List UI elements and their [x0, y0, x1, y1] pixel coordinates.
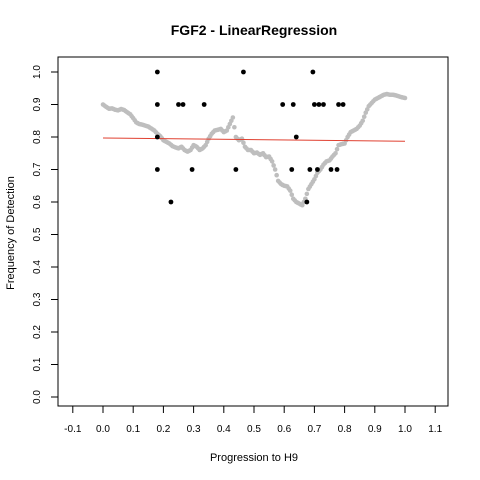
observation-point — [155, 70, 160, 75]
trace-point — [362, 114, 367, 119]
observation-point — [329, 167, 334, 172]
y-tick-label: 0.4 — [32, 260, 43, 274]
observation-point — [280, 102, 285, 107]
observation-point — [317, 102, 322, 107]
trace-point — [231, 115, 236, 120]
observation-point — [307, 167, 312, 172]
x-tick-label: 0.6 — [277, 424, 291, 435]
trace-point — [270, 159, 275, 164]
observation-point — [291, 102, 296, 107]
observation-point — [312, 102, 317, 107]
x-tick-label: 0.2 — [156, 424, 170, 435]
observation-point — [304, 200, 309, 205]
observation-point — [155, 135, 160, 140]
trace-point — [403, 96, 408, 101]
y-tick-label: 0.9 — [32, 97, 43, 111]
y-tick-label: 0.5 — [32, 227, 43, 241]
chart-title: FGF2 - LinearRegression — [171, 22, 337, 38]
y-tick-label: 0.8 — [32, 130, 43, 144]
x-tick-label: 0.7 — [307, 424, 321, 435]
x-tick-label: 0.1 — [126, 424, 140, 435]
y-tick-label: 0.6 — [32, 195, 43, 209]
observation-point — [155, 102, 160, 107]
trace-point — [240, 136, 245, 141]
observation-point — [310, 70, 315, 75]
trace-point — [274, 173, 279, 178]
observation-point — [294, 135, 299, 140]
trace-point — [305, 192, 310, 197]
trace-point — [273, 167, 278, 172]
observation-point — [341, 102, 346, 107]
trace-point — [335, 147, 340, 152]
observation-point — [289, 167, 294, 172]
x-axis-label: Progression to H9 — [210, 452, 298, 464]
x-tick-label: 0.4 — [217, 424, 231, 435]
observation-point — [233, 167, 238, 172]
observation-point — [155, 167, 160, 172]
trace-point — [232, 125, 237, 130]
observation-point — [336, 102, 341, 107]
trace-point — [289, 192, 294, 197]
observation-point — [241, 70, 246, 75]
x-tick-label: 1.0 — [398, 424, 412, 435]
observation-point — [315, 167, 320, 172]
x-tick-label: 0.8 — [338, 424, 352, 435]
x-tick-label: -0.1 — [64, 424, 82, 435]
y-tick-label: 0.1 — [32, 357, 43, 371]
observation-point — [169, 200, 174, 205]
trace-point — [360, 118, 365, 123]
y-axis-label: Frequency of Detection — [5, 176, 17, 290]
x-tick-label: 1.1 — [428, 424, 442, 435]
observation-point — [190, 167, 195, 172]
x-tick-label: 0.0 — [96, 424, 110, 435]
trace-point — [333, 151, 338, 156]
y-tick-label: 0.7 — [32, 162, 43, 176]
y-tick-label: 1.0 — [32, 65, 43, 79]
x-tick-label: 0.9 — [368, 424, 382, 435]
x-tick-label: 0.5 — [247, 424, 261, 435]
observation-point — [176, 102, 181, 107]
observation-point — [202, 102, 207, 107]
y-tick-label: 0.2 — [32, 325, 43, 339]
observation-point — [321, 102, 326, 107]
trace-point — [241, 140, 246, 145]
observation-point — [335, 167, 340, 172]
trace-point — [271, 163, 276, 168]
x-tick-label: 0.3 — [187, 424, 201, 435]
y-tick-label: 0.0 — [32, 390, 43, 404]
observation-point — [181, 102, 186, 107]
trace-point — [288, 188, 293, 193]
y-tick-label: 0.3 — [32, 292, 43, 306]
